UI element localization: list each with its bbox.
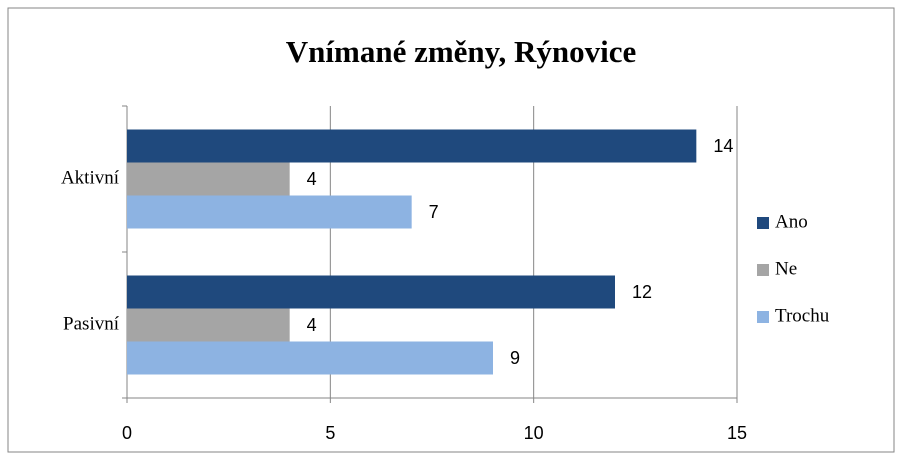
- legend-label: Trochu: [775, 305, 830, 326]
- bar: [127, 308, 290, 342]
- x-tick-label: 5: [325, 423, 335, 443]
- y-tick-label: Aktivní: [61, 167, 120, 188]
- bar: [127, 129, 697, 163]
- bar: [127, 162, 290, 196]
- chart-frame: [7, 7, 895, 453]
- bar: [127, 275, 615, 309]
- legend-swatch: [757, 311, 769, 323]
- legend-swatch: [757, 217, 769, 229]
- data-label: 7: [429, 202, 439, 222]
- data-label: 14: [713, 136, 733, 156]
- legend-label: Ne: [775, 258, 797, 279]
- x-tick-label: 10: [524, 423, 544, 443]
- legend-swatch: [757, 264, 769, 276]
- chart-title: Vnímané změny, Rýnovice: [286, 34, 636, 69]
- data-label: 4: [307, 315, 317, 335]
- data-label: 9: [510, 348, 520, 368]
- y-tick-label: Pasivní: [63, 313, 120, 334]
- bar: [127, 195, 412, 229]
- data-label: 4: [307, 169, 317, 189]
- data-label: 12: [632, 282, 652, 302]
- x-tick-label: 0: [122, 423, 132, 443]
- legend-label: Ano: [775, 211, 808, 232]
- bar: [127, 341, 493, 375]
- x-tick-label: 15: [727, 423, 747, 443]
